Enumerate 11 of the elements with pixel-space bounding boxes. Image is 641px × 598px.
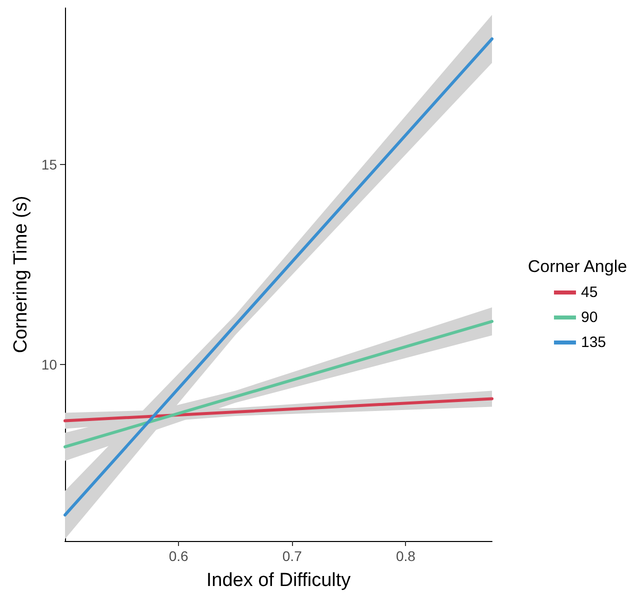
y-tick-label: 15 — [41, 156, 58, 172]
y-axis-title: Cornering Time (s) — [10, 196, 32, 354]
y-tick-label: 10 — [41, 356, 58, 373]
legend-label: 90 — [580, 309, 598, 326]
x-axis-title: Index of Difficulty — [206, 570, 352, 591]
x-tick-label: 0.7 — [282, 548, 302, 564]
x-tick-label: 0.6 — [168, 548, 189, 564]
legend-label: 45 — [580, 284, 598, 301]
legend-label: 135 — [580, 334, 606, 351]
legend-title: Corner Angle — [528, 257, 628, 276]
x-tick-label: 0.8 — [396, 548, 416, 564]
